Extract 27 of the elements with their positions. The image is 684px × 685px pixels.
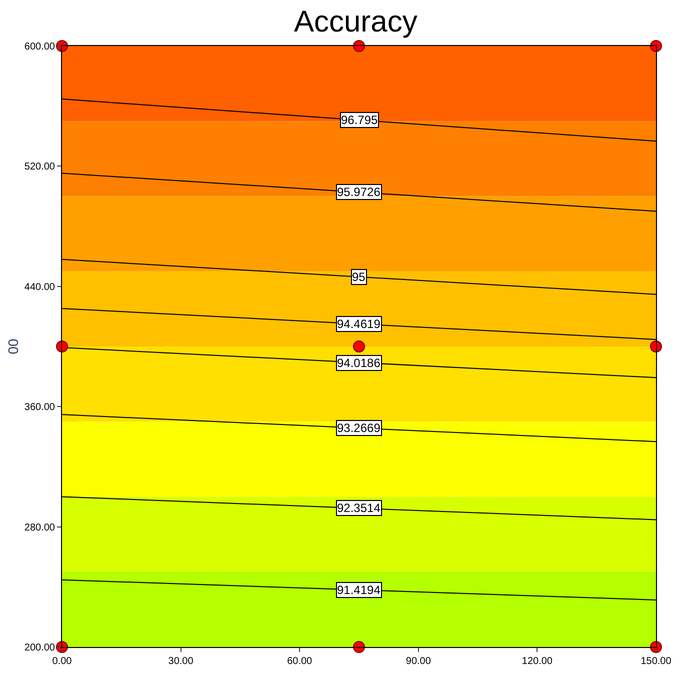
x-tick-label: 60.00 bbox=[287, 656, 313, 667]
chart-title: Accuracy bbox=[294, 5, 418, 38]
series-label: 96.795 bbox=[341, 113, 378, 127]
point bbox=[353, 340, 365, 352]
y-axis-title: 00 bbox=[5, 338, 22, 354]
x-tick-label: 150.00 bbox=[640, 656, 672, 667]
y-tick-label: 600.00 bbox=[24, 42, 56, 52]
series-label: 92.3514 bbox=[337, 501, 381, 515]
series-label: 93.2669 bbox=[337, 421, 381, 435]
point bbox=[56, 340, 68, 352]
point bbox=[353, 641, 365, 653]
series-label: 94.0186 bbox=[337, 356, 381, 370]
y-tick-label: 280.00 bbox=[24, 522, 56, 534]
point bbox=[650, 340, 662, 352]
x-tick-label: 120.00 bbox=[522, 656, 553, 667]
x-tick-label: 0.00 bbox=[52, 656, 72, 667]
y-tick-label: 520.00 bbox=[24, 162, 56, 173]
x-tick-label: 90.00 bbox=[406, 656, 432, 667]
series-label: 95.9726 bbox=[337, 185, 381, 199]
series-label: 94.4619 bbox=[337, 317, 381, 331]
x-tick-label: 30.00 bbox=[168, 656, 194, 667]
series-label: 91.4194 bbox=[337, 583, 381, 597]
y-tick-label: 200.00 bbox=[24, 642, 56, 654]
series-label: 95 bbox=[352, 270, 366, 284]
point bbox=[353, 40, 365, 52]
y-tick-label: 440.00 bbox=[24, 282, 56, 293]
y-tick-label: 360.00 bbox=[24, 402, 56, 414]
